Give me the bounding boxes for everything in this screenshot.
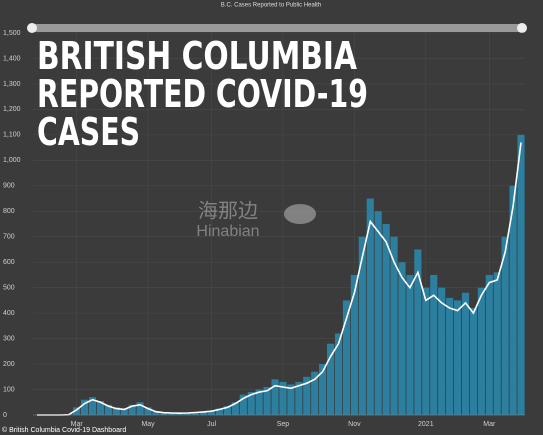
- bar: [319, 364, 327, 415]
- y-tick-label: 600: [3, 259, 15, 266]
- source: © British Columbia Covid-19 Dashboard: [2, 426, 126, 434]
- slider-handle[interactable]: [27, 23, 37, 33]
- x-tick-label: Sep: [277, 421, 290, 428]
- x-tick-label: Mar: [483, 421, 496, 428]
- bar: [136, 402, 144, 415]
- bar: [287, 384, 295, 415]
- bar: [438, 287, 446, 415]
- y-tick-label: 200: [3, 361, 15, 368]
- y-tick-label: 1,400: [3, 55, 21, 62]
- bar: [390, 236, 398, 415]
- y-tick-label: 800: [3, 208, 15, 215]
- y-tick-label: 1,100: [3, 132, 21, 139]
- watermark-text: Hinabian: [196, 223, 259, 240]
- bar: [184, 412, 192, 415]
- bar: [104, 404, 112, 415]
- bar: [414, 249, 422, 415]
- bar: [200, 411, 208, 415]
- y-tick-label: 500: [3, 285, 15, 292]
- chart-title: B.C. Cases Reported to Public Health: [221, 3, 321, 9]
- x-tick-label: 2021: [418, 421, 434, 428]
- y-tick-label: 400: [3, 310, 15, 317]
- bar: [247, 392, 255, 415]
- bar: [120, 408, 128, 415]
- bar: [192, 412, 200, 415]
- average-line: [37, 142, 522, 416]
- y-tick-label: 100: [3, 386, 15, 393]
- bar: [88, 397, 97, 415]
- bar: [493, 272, 501, 415]
- bar: [509, 185, 517, 415]
- bar: [406, 274, 414, 415]
- bar: [342, 300, 351, 415]
- bar: [382, 224, 390, 415]
- bar: [144, 407, 152, 415]
- headline: REPORTED COVID-19: [37, 72, 368, 116]
- watermark: 海那边 Hinabian: [196, 199, 316, 240]
- y-tick-label: 1,000: [3, 157, 21, 164]
- y-tick-label: 900: [3, 183, 15, 190]
- headline: BRITISH COLUMBIA: [37, 34, 357, 78]
- bar: [398, 262, 406, 415]
- y-tick-label: 0: [3, 412, 7, 419]
- bar: [366, 198, 374, 415]
- range-slider[interactable]: [32, 24, 524, 32]
- bar: [81, 399, 89, 415]
- plot: 0 100 200 300 400 500 600 700 800 900 1,000 1,100 1,…: [3, 30, 525, 428]
- bar: [295, 381, 303, 415]
- bar: [430, 274, 438, 415]
- bar: [271, 379, 279, 415]
- bar: [311, 371, 319, 415]
- bar: [358, 236, 366, 415]
- y-tick-label: 300: [3, 335, 15, 342]
- bar: [477, 287, 485, 415]
- bar: [517, 134, 525, 415]
- bar: [279, 381, 287, 415]
- bar: [223, 406, 231, 415]
- x-tick-label: May: [141, 421, 155, 428]
- bar: [152, 411, 160, 415]
- bar: [263, 386, 271, 415]
- slider-handle[interactable]: [517, 23, 527, 33]
- watermark-logo: [284, 204, 316, 224]
- bar: [112, 407, 120, 415]
- bar: [501, 236, 509, 415]
- bar: [461, 292, 470, 415]
- bar: [160, 412, 168, 415]
- bar: [96, 400, 105, 415]
- headline: CASES: [37, 110, 140, 154]
- bar: [446, 297, 454, 415]
- bar: [207, 411, 216, 415]
- bar: [255, 389, 263, 415]
- y-tick-label: 1,300: [3, 81, 21, 88]
- x-tick-label: Mar: [71, 421, 84, 428]
- bar: [469, 308, 477, 415]
- bar: [239, 394, 247, 415]
- bar: [350, 274, 358, 415]
- bar: [303, 376, 311, 415]
- y-tick-label: 1,200: [3, 106, 21, 113]
- y-tick-label: 1,500: [3, 30, 21, 37]
- x-tick-label: Nov: [348, 421, 361, 428]
- bar: [215, 408, 224, 415]
- bar: [327, 343, 335, 415]
- bar: [231, 402, 239, 415]
- watermark-text: 海那边: [198, 199, 258, 223]
- x-tick-label: Jul: [207, 421, 216, 428]
- bar: [374, 211, 382, 415]
- bar: [453, 300, 462, 415]
- bar: [485, 274, 493, 415]
- y-tick-label: 700: [3, 234, 15, 241]
- bar: [334, 333, 343, 415]
- bar: [73, 407, 81, 415]
- bar: [128, 404, 136, 415]
- bar: [422, 287, 430, 415]
